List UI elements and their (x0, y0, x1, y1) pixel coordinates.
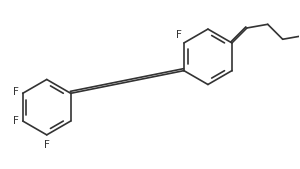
Text: F: F (176, 30, 182, 40)
Text: F: F (13, 116, 19, 126)
Text: F: F (44, 140, 50, 150)
Text: F: F (13, 87, 19, 97)
